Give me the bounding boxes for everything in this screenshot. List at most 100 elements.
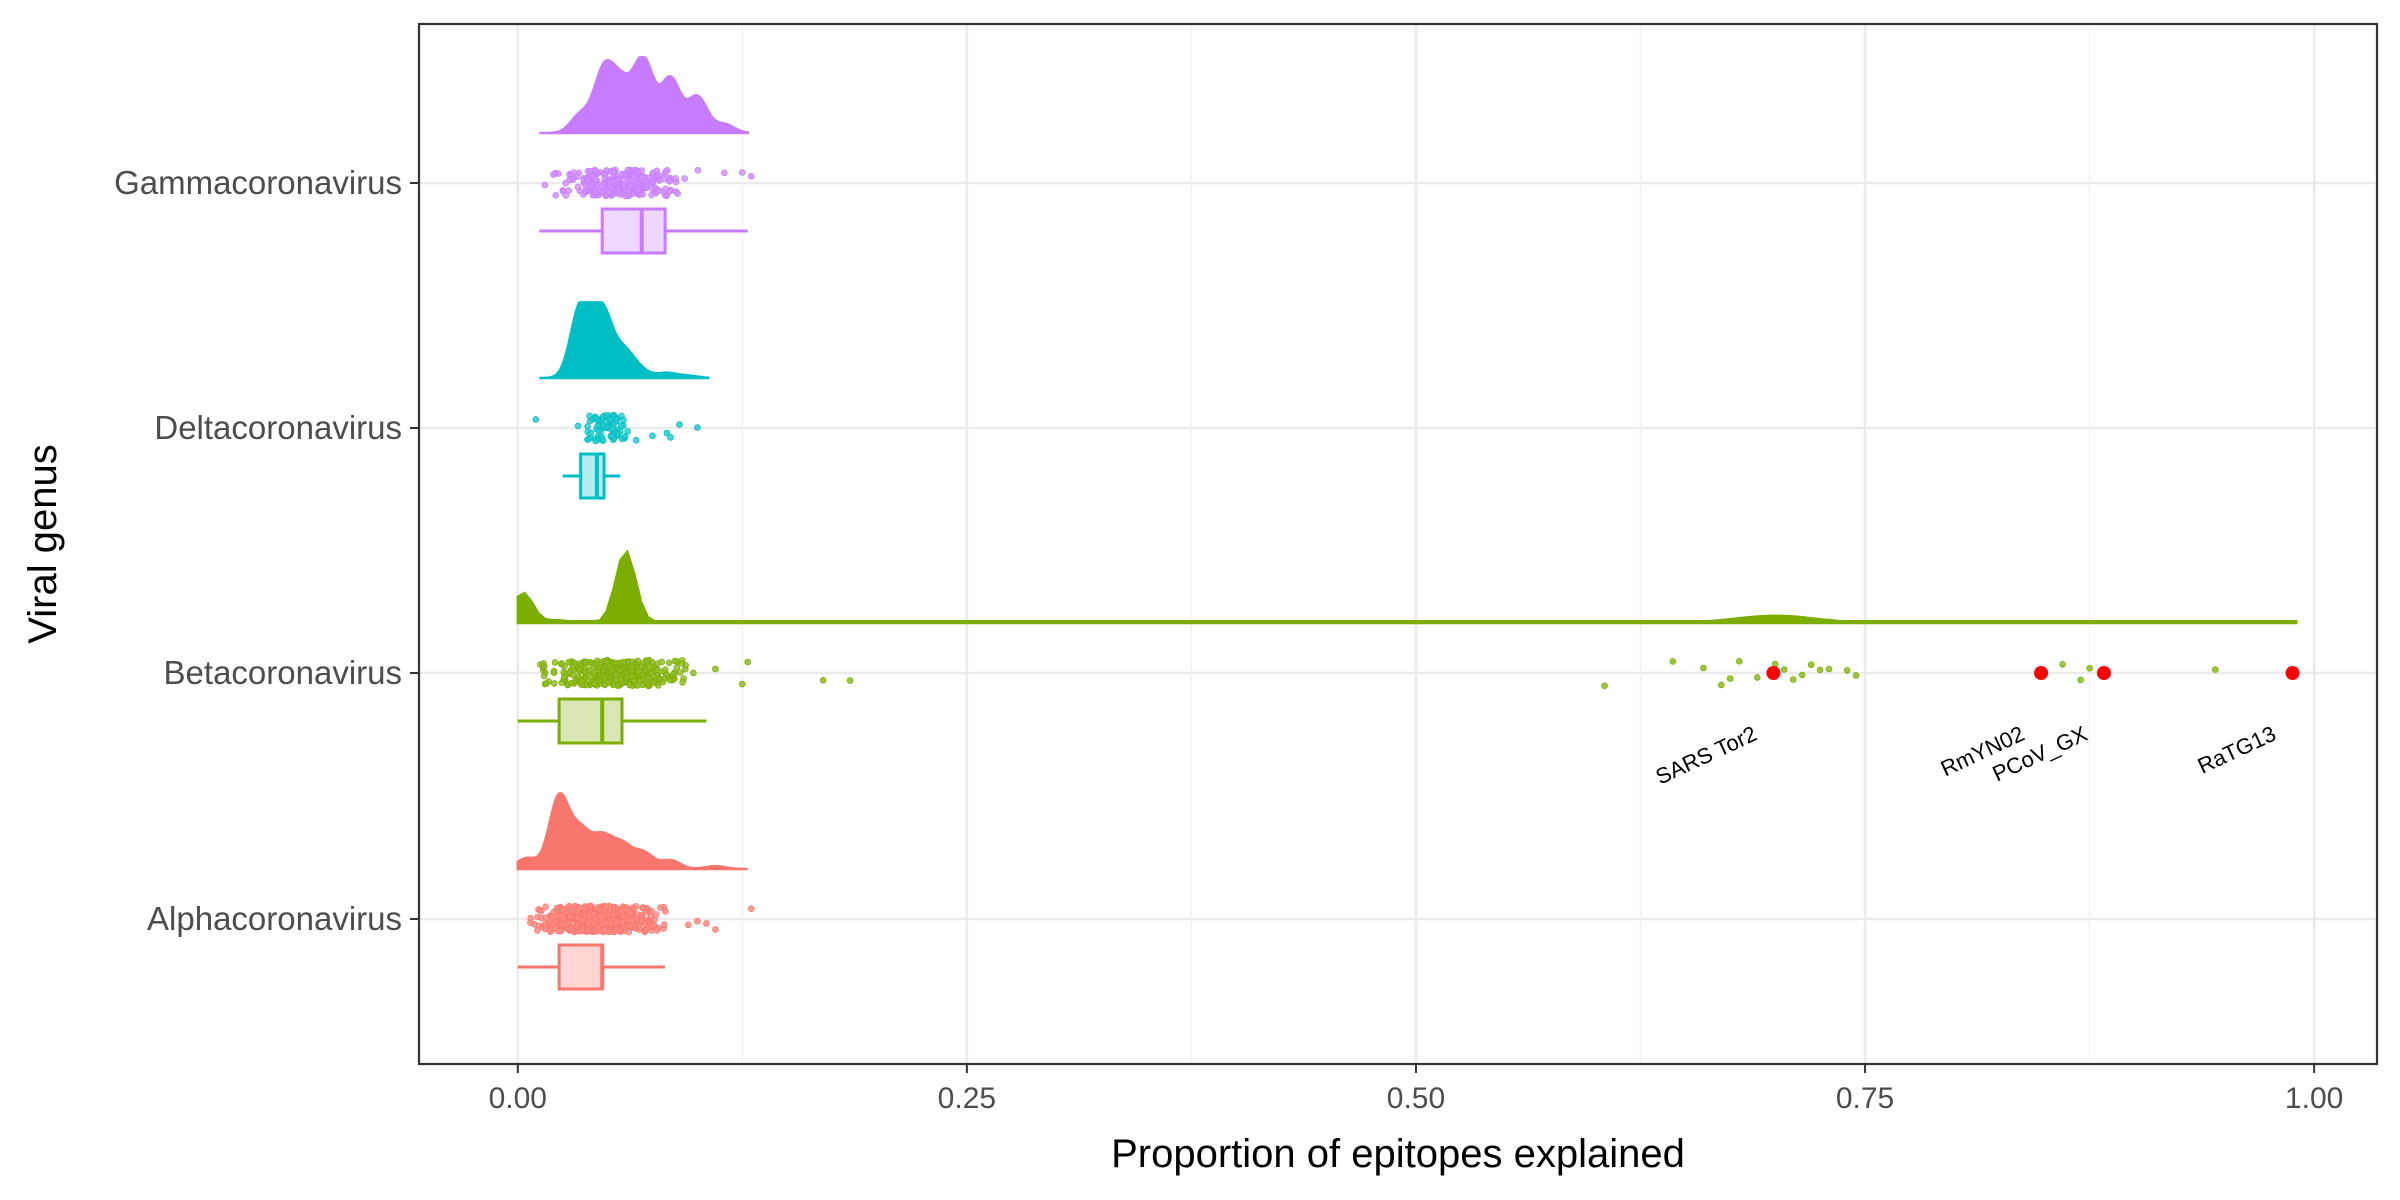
rain-point <box>1798 671 1806 679</box>
rain-point <box>620 182 628 189</box>
rain-point <box>585 435 592 443</box>
rain-point <box>634 682 641 689</box>
rain-point <box>562 192 570 199</box>
rain-point <box>1816 666 1824 674</box>
rain-point <box>562 179 569 187</box>
rain-point <box>592 437 599 445</box>
rain-point <box>667 434 674 441</box>
x-tick-label: 1.00 <box>2285 1082 2343 1115</box>
rain-point <box>590 910 598 917</box>
plot-panel-border <box>417 22 2379 1066</box>
rain-point <box>662 185 669 193</box>
rain-point <box>578 678 586 685</box>
highlighted-point <box>2096 666 2111 680</box>
rain-point <box>738 680 746 688</box>
rain-point <box>586 412 593 420</box>
rain-point <box>599 422 607 430</box>
rain-point <box>559 921 566 929</box>
density-cloud <box>516 792 748 871</box>
rain-point <box>660 921 668 928</box>
rain-point <box>671 657 679 665</box>
rain-point <box>681 175 688 182</box>
rain-point <box>1852 672 1860 679</box>
rain-point <box>552 192 560 199</box>
rain-point <box>558 660 565 667</box>
rain-point <box>557 927 565 935</box>
rain-point <box>614 682 622 689</box>
rain-point <box>690 669 697 677</box>
rain-point <box>1825 665 1833 673</box>
rain-point <box>694 167 702 174</box>
rain-point <box>606 415 614 423</box>
rain-point <box>604 928 612 936</box>
rain-point <box>553 904 561 912</box>
rain-point <box>634 186 642 194</box>
rain-point <box>617 171 625 178</box>
density-cloud <box>539 56 750 135</box>
rain-point <box>567 679 575 687</box>
rain-point <box>550 667 558 675</box>
rain-point <box>540 663 548 670</box>
rain-point <box>638 167 645 174</box>
y-tick-label: Deltacoronavirus <box>154 409 402 446</box>
rain-point <box>581 904 589 912</box>
rain-point <box>605 189 613 196</box>
rain-point <box>593 904 601 911</box>
rain-point <box>685 921 692 929</box>
rain-point <box>648 907 655 915</box>
rain-point <box>631 173 638 180</box>
rain-point <box>559 906 566 913</box>
rain-point <box>1754 674 1761 681</box>
rain-point <box>620 416 627 424</box>
rain-point <box>678 659 686 667</box>
rain-point <box>2212 666 2219 673</box>
rain-point <box>578 916 586 924</box>
rain-point <box>627 909 635 917</box>
density-clouds <box>516 56 2298 871</box>
highlighted-point <box>2285 666 2300 680</box>
rain-points <box>527 166 2219 936</box>
rain-point <box>1789 676 1797 683</box>
rain-point <box>624 427 631 435</box>
rain-point <box>566 912 574 920</box>
y-axis-title: Viral genus <box>21 444 65 643</box>
rain-point <box>712 665 719 673</box>
rain-point <box>534 927 541 934</box>
density-cloud <box>516 549 2298 625</box>
rain-point <box>626 922 633 929</box>
box-iqr <box>557 697 624 745</box>
rain-point <box>541 921 548 928</box>
rain-point <box>639 904 647 911</box>
rain-point <box>601 673 608 681</box>
rain-point <box>663 429 671 437</box>
rain-point <box>614 175 622 183</box>
rain-point <box>654 682 662 689</box>
rain-point <box>1718 681 1725 689</box>
rain-point <box>1843 667 1851 674</box>
rain-point <box>599 188 606 196</box>
rain-point <box>605 662 613 670</box>
rain-point <box>550 171 557 178</box>
rain-point <box>569 176 576 183</box>
rain-point <box>744 658 751 666</box>
rain-point <box>639 191 646 198</box>
rain-point <box>619 658 627 666</box>
rain-point <box>606 182 614 190</box>
rain-point <box>653 167 660 175</box>
rain-point <box>650 921 658 929</box>
rain-point <box>674 190 681 197</box>
rain-point <box>721 169 728 177</box>
rain-point <box>614 430 622 438</box>
rain-point <box>1807 661 1815 668</box>
rain-point <box>694 424 701 431</box>
rain-point <box>590 668 598 676</box>
rain-point <box>599 437 607 445</box>
rain-point <box>613 917 621 925</box>
rain-point <box>571 659 579 667</box>
x-axis: 0.00 0.25 0.50 0.75 1.00 <box>489 1064 2343 1115</box>
rain-point <box>2077 676 2084 684</box>
rain-point <box>665 659 673 667</box>
rain-point <box>2059 660 2066 668</box>
